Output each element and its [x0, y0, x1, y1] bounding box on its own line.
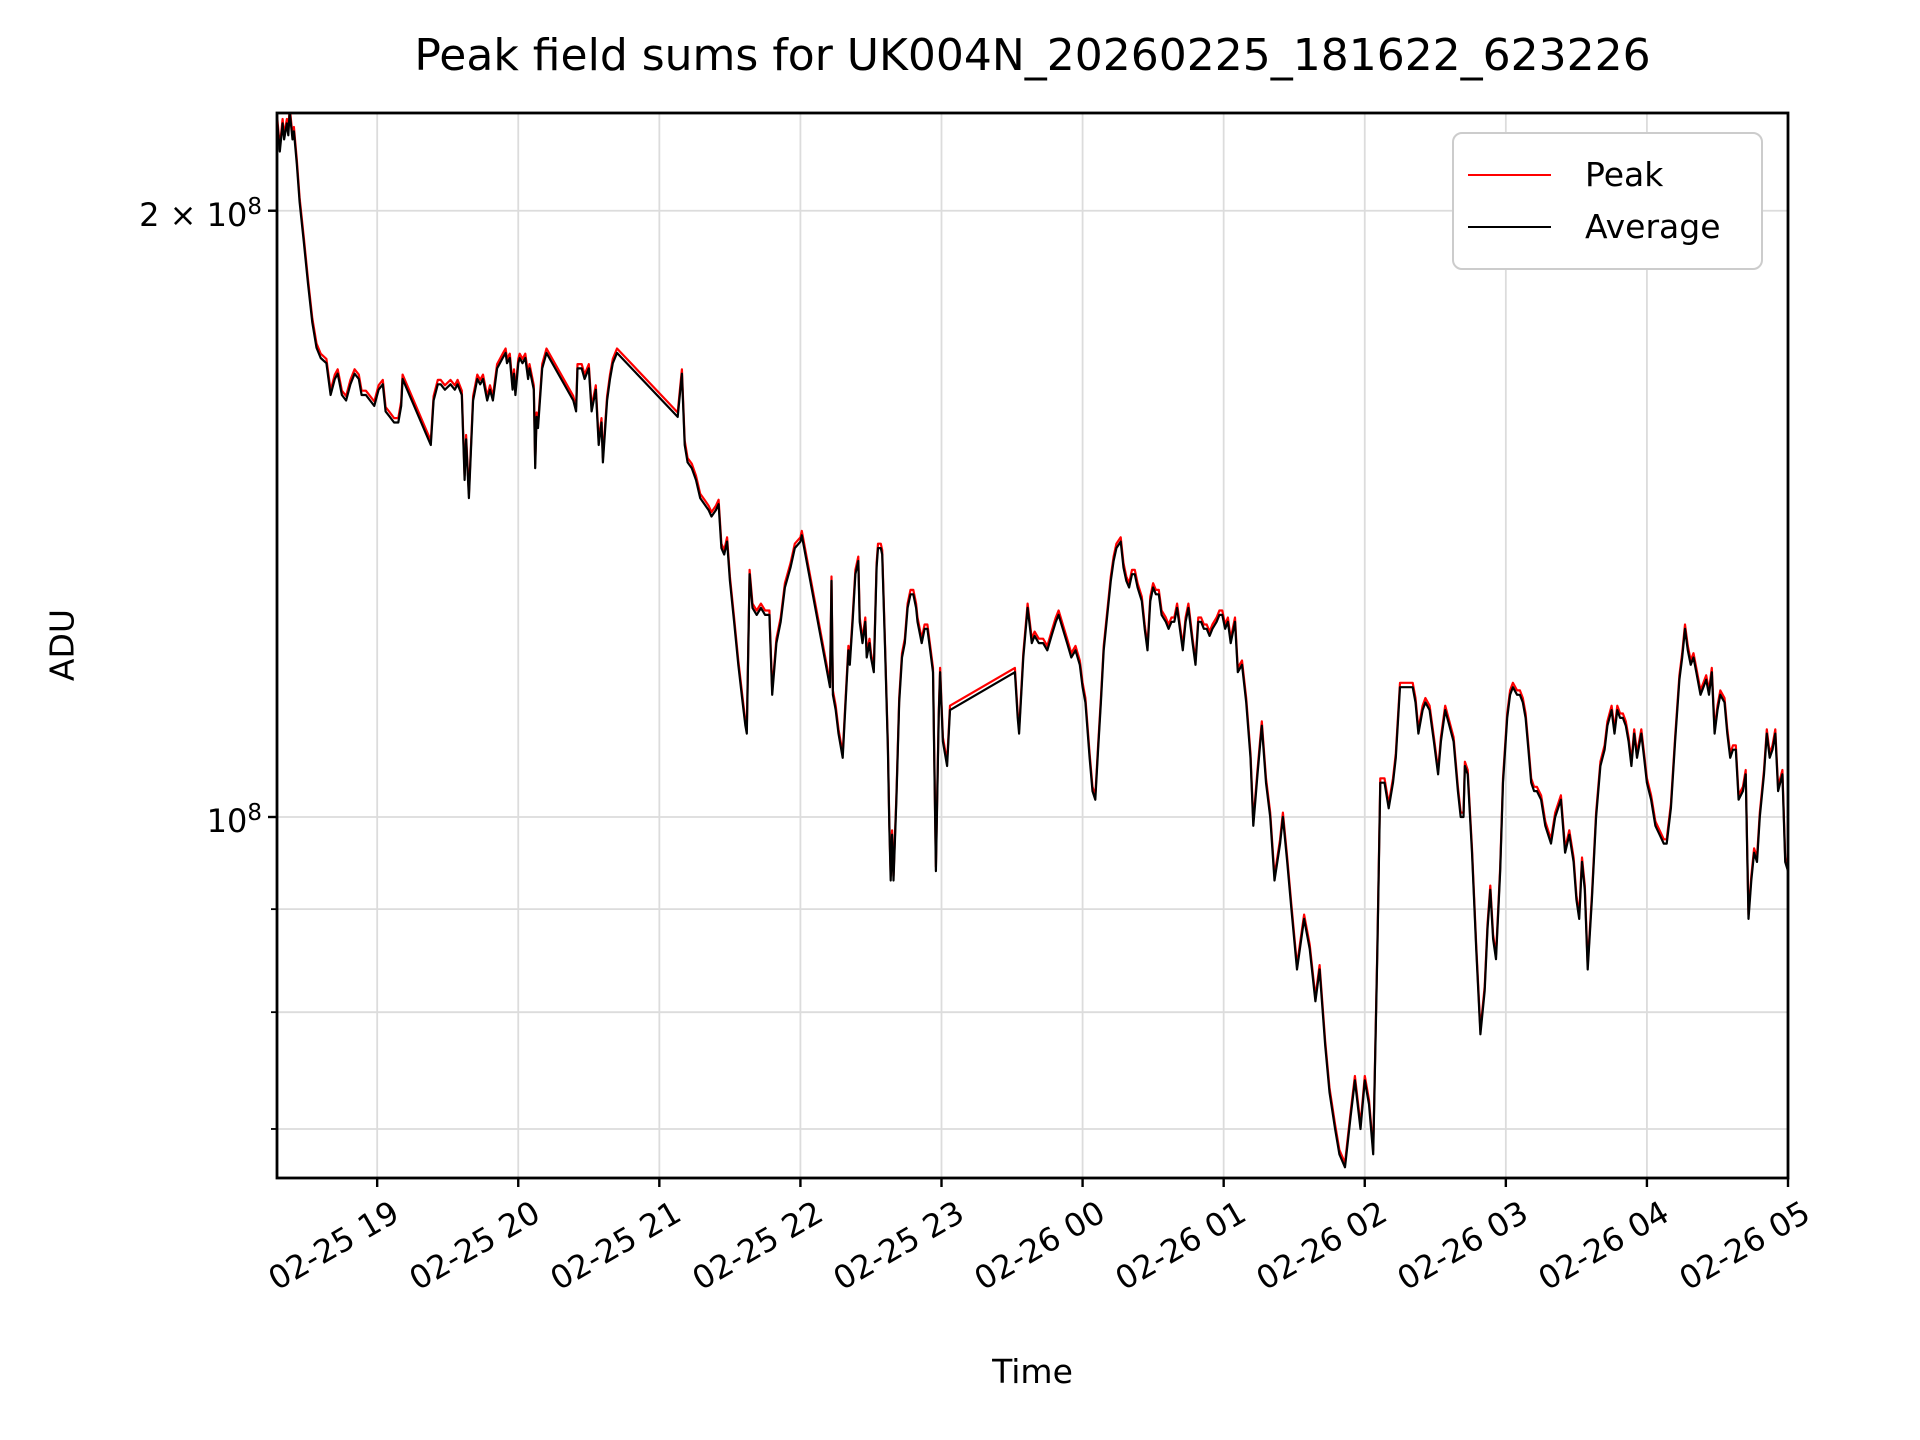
legend-item-average: Average [1468, 207, 1761, 247]
y-tick-label: 2 × 108 [139, 193, 262, 234]
x-axis-label: Time [992, 1352, 1073, 1391]
y-tick-label: 108 [206, 800, 262, 840]
legend-label-average: Average [1585, 207, 1721, 246]
legend-item-peak: Peak [1468, 155, 1761, 195]
tick-marks [268, 209, 1790, 1187]
chart-title: Peak field sums for UK004N_20260225_1816… [414, 30, 1651, 81]
legend-label-peak: Peak [1585, 155, 1664, 194]
y-axis-label: ADU [42, 608, 82, 682]
peak-line-sample [1468, 174, 1551, 176]
gridlines [277, 113, 1789, 1178]
average-line [277, 113, 1788, 1169]
average-line-sample [1468, 226, 1551, 228]
data-series [277, 113, 1788, 1169]
legend: Peak Average [1452, 132, 1763, 270]
axes-frame [275, 111, 1790, 1180]
